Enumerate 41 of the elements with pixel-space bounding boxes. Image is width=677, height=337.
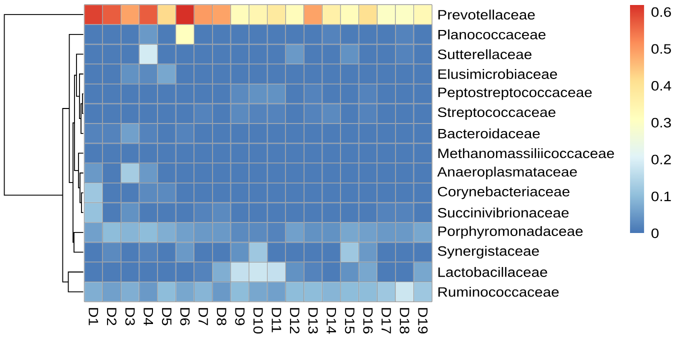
x-tick-label: D2 [107, 308, 116, 326]
x-tick-label: D7 [198, 308, 208, 326]
y-tick-label: Bacteroidaceae [438, 128, 540, 138]
x-tick-label: D18 [400, 308, 410, 334]
x-tick-label: D5 [162, 308, 172, 326]
y-tick-label: Corynebacteriaceae [438, 186, 570, 200]
x-tick-label: D15 [344, 308, 354, 334]
color-bar-label: 0 [651, 228, 659, 238]
color-bar-label: 0.2 [651, 154, 671, 164]
x-tick-label: D19 [418, 308, 428, 334]
x-tick-label: D17 [382, 308, 391, 334]
x-tick-label: D14 [326, 308, 336, 334]
y-tick-label: Streptococcaceae [438, 107, 556, 120]
y-tick-label: Planococcaceae [438, 29, 546, 40]
y-tick-label: Elusimicrobiaceae [438, 69, 558, 79]
x-tick-label: D6 [180, 308, 190, 326]
x-tick-label: D9 [235, 308, 245, 326]
y-tick-label: Synergistaceae [438, 246, 539, 258]
x-tick-label: D8 [216, 308, 226, 326]
y-tick-label: Lactobacillaceae [438, 267, 548, 277]
color-bar-label: 0.1 [651, 192, 671, 202]
x-tick-label: D12 [290, 308, 300, 334]
color-bar-label: 0.4 [651, 81, 672, 91]
y-tick-label: Porphyromonadaceae [438, 226, 583, 239]
color-bar-label: 0.6 [651, 7, 671, 17]
y-tick-label: Ruminococcaceae [438, 286, 559, 297]
x-tick-label: D1 [88, 308, 98, 326]
x-tick-label: D10 [253, 308, 263, 334]
x-tick-label: D4 [144, 308, 153, 326]
y-tick-label: Prevotellaceae [438, 10, 535, 20]
y-tick-label: Peptostreptococcaceae [438, 88, 592, 100]
y-tick-label: Sutterellaceae [438, 49, 532, 60]
x-tick-label: D16 [363, 308, 373, 334]
x-tick-label: D13 [308, 308, 318, 334]
y-tick-label: Methanomassiliicoccaceae [438, 148, 614, 158]
x-tick-label: D11 [272, 308, 282, 332]
color-bar-label: 0.5 [651, 44, 671, 54]
y-tick-label: Anaeroplasmataceae [437, 166, 577, 180]
color-bar-label: 0.3 [651, 118, 671, 128]
x-tick-label: D3 [125, 308, 135, 326]
y-tick-label: Succinivibrionaceae [438, 208, 569, 218]
